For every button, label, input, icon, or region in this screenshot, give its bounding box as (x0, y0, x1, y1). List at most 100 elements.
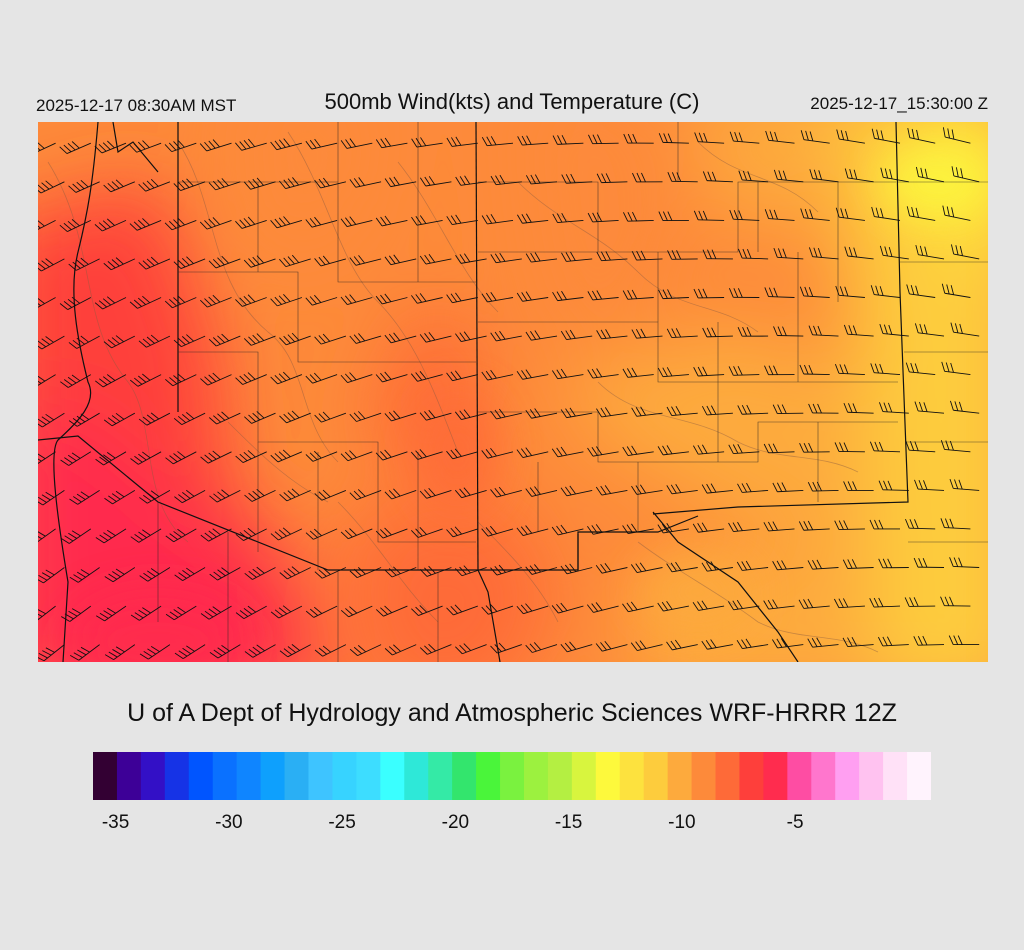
colorbar-swatch (763, 752, 788, 800)
wind-barb (174, 567, 206, 582)
wind-barb (552, 290, 584, 302)
wind-barb (200, 528, 232, 542)
wind-barb (129, 295, 162, 309)
wind-barb (657, 601, 689, 612)
wind-barb (384, 176, 417, 188)
wind-barb (95, 528, 127, 544)
wind-barb (314, 567, 347, 579)
wind-barb (349, 567, 382, 579)
colorbar-tick-labels: -35 -30 -25 -20 -15 -10 -5 (0, 812, 1024, 842)
wind-barb (165, 528, 197, 543)
wind-barb (914, 401, 945, 414)
wind-barb (879, 402, 909, 414)
wind-barb (340, 528, 373, 540)
wind-barb (951, 166, 980, 183)
wind-barb (666, 561, 698, 573)
wind-barb (375, 137, 408, 149)
wind-barb (808, 325, 839, 337)
wind-barb (949, 400, 980, 414)
wind-barb (595, 485, 628, 496)
wind-barb (340, 216, 373, 227)
wind-barb (446, 604, 478, 616)
colorbar-swatch (476, 752, 501, 800)
colorbar-swatch (907, 752, 931, 800)
wind-barb (270, 293, 303, 307)
wind-barb (38, 644, 65, 662)
colorbar-swatch (500, 752, 525, 800)
wind-barb (69, 644, 100, 661)
wind-barb (596, 407, 628, 418)
wind-barb (942, 205, 971, 221)
wind-barb (525, 252, 558, 263)
wind-barb (340, 372, 373, 384)
wind-barb (455, 253, 487, 264)
wind-barb (199, 294, 232, 308)
wind-barb (138, 412, 171, 426)
wind-barb (736, 638, 769, 650)
wind-barb (631, 406, 663, 417)
wind-barb (208, 255, 241, 269)
wind-barb (94, 296, 127, 310)
wind-barb (913, 635, 945, 646)
wind-barb (561, 173, 593, 184)
wind-barb (666, 405, 698, 417)
wind-barb (525, 408, 558, 419)
wind-barb (880, 167, 909, 183)
colorbar-swatch (835, 752, 860, 800)
wind-barb (517, 213, 549, 224)
wind-barb (701, 561, 733, 572)
wind-barb (349, 255, 382, 266)
wind-barb (243, 333, 276, 346)
wind-barb (693, 366, 725, 377)
wind-barb (349, 489, 382, 501)
wind-barb (244, 566, 276, 580)
wind-barb (138, 256, 171, 270)
colorbar-swatch (883, 752, 908, 800)
wind-barb (375, 605, 408, 617)
wind-barb (516, 603, 549, 615)
wind-barb (871, 128, 901, 144)
wind-barb (914, 323, 945, 337)
wind-barb (949, 557, 980, 568)
wind-barb (68, 335, 100, 349)
wind-barb (807, 559, 839, 570)
wind-barb (905, 362, 936, 376)
wind-barb (384, 566, 417, 578)
wind-barb (772, 404, 804, 415)
wind-barb (630, 640, 663, 651)
wind-barb (243, 255, 276, 268)
wind-barb (631, 484, 663, 495)
wind-barb (842, 636, 874, 647)
wind-barb (800, 130, 830, 144)
wind-barb (560, 407, 593, 419)
wind-barb (835, 207, 865, 221)
wind-barb (104, 567, 136, 583)
wind-barb (104, 644, 136, 661)
wind-barb (104, 490, 136, 505)
wind-barb (314, 333, 347, 345)
wind-barb (419, 331, 452, 343)
wind-barb (658, 289, 689, 300)
wind-barb (737, 248, 769, 260)
wind-barb (871, 206, 901, 221)
wind-barb (314, 411, 347, 423)
wind-barb (525, 174, 558, 185)
wind-barb (270, 216, 303, 229)
wind-barb (59, 219, 91, 232)
wind-barb (764, 209, 795, 221)
colorbar-swatch (428, 752, 453, 800)
wind-barb (94, 218, 127, 232)
wind-barb (490, 252, 522, 264)
colorbar-swatch (356, 752, 381, 800)
wind-barb (454, 487, 487, 499)
wind-barb (941, 361, 971, 376)
wind-barb (375, 215, 408, 227)
wind-barb (270, 371, 303, 385)
wind-barb (103, 412, 136, 427)
wind-barb (950, 244, 980, 260)
terrain-contours (47, 131, 879, 653)
wind-barb (340, 294, 373, 306)
wind-barb (877, 636, 909, 647)
wind-barb (942, 127, 971, 144)
wind-barb (200, 450, 232, 464)
